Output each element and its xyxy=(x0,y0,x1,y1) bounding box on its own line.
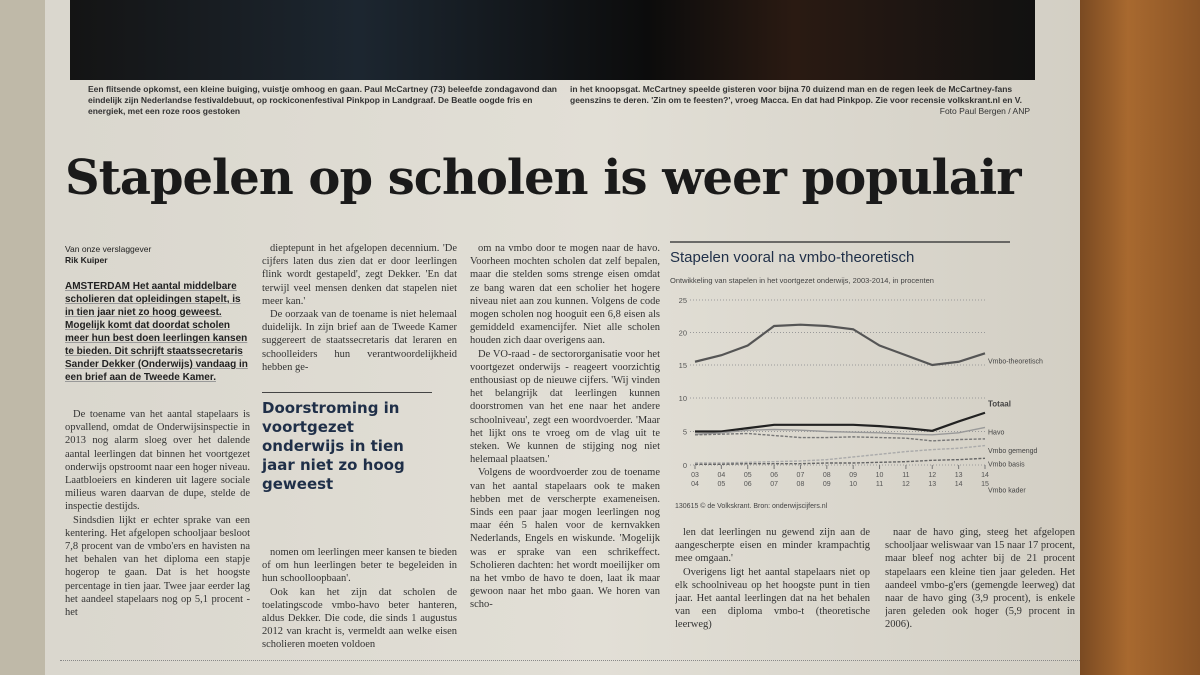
photo-credit: Foto Paul Bergen / ANP xyxy=(939,106,1030,116)
table-surface xyxy=(1080,0,1200,675)
paragraph: De oorzaak van de toename is niet helema… xyxy=(262,309,457,373)
x-tick-label: 14 xyxy=(955,481,963,488)
series-label: Totaal xyxy=(988,400,1011,409)
text-column: naar de havo ging, steeg het afgelopen s… xyxy=(885,526,1075,654)
x-tick-label: 03 xyxy=(691,472,699,479)
dateline: AMSTERDAM xyxy=(65,281,130,292)
paragraph: nomen om leerlingen meer kansen te biede… xyxy=(262,547,457,585)
x-tick-label: 06 xyxy=(770,472,778,479)
background-edge xyxy=(0,0,45,675)
series-line xyxy=(694,432,986,442)
text-column: len dat leerlingen nu gewend zijn aan de… xyxy=(675,526,870,654)
paragraph: Ook kan het zijn dat scholen de toelatin… xyxy=(262,586,457,651)
chart-subtitle: Ontwikkeling van stapelen in het voortge… xyxy=(670,276,934,285)
y-tick-label: 15 xyxy=(679,361,687,370)
x-tick-label: 05 xyxy=(717,481,725,488)
y-tick-label: 0 xyxy=(683,461,687,470)
x-tick-label: 12 xyxy=(902,481,910,488)
x-tick-label: 13 xyxy=(955,472,963,479)
series-label: Vmbo kader xyxy=(988,487,1026,494)
series-line xyxy=(694,426,986,436)
x-tick-label: 11 xyxy=(876,481,883,488)
x-tick-label: 12 xyxy=(928,472,936,479)
y-tick-label: 25 xyxy=(679,296,687,305)
x-tick-label: 05 xyxy=(744,472,752,479)
x-tick-label: 07 xyxy=(797,472,805,479)
x-tick-label: 07 xyxy=(770,481,778,488)
text-column: nomen om leerlingen meer kansen te biede… xyxy=(262,546,457,656)
paragraph: De VO-raad - de sectororganisatie voor h… xyxy=(470,348,660,466)
series-label: Vmbo basis xyxy=(988,462,1025,469)
x-tick-label: 10 xyxy=(849,481,857,488)
series-line xyxy=(695,457,986,466)
byline-author: Rik Kuiper xyxy=(65,255,108,265)
text-column: om na vmbo door te mogen naar de havo. V… xyxy=(470,242,660,654)
series-line xyxy=(695,411,986,433)
lead-text: Het aantal middelbare scholieren dat opl… xyxy=(65,281,248,383)
rule xyxy=(60,660,1080,661)
series-line xyxy=(694,323,986,367)
paragraph: Sindsdien lijkt er echter sprake van een… xyxy=(65,514,250,619)
series-label: Havo xyxy=(988,429,1004,436)
chart: Stapelen vooral na vmbo-theoretisch Ontw… xyxy=(670,241,1043,510)
chart-source: 130615 © de Volkskrant. Bron: onderwijsc… xyxy=(675,502,828,510)
photo xyxy=(70,0,1035,80)
headline: Stapelen op scholen is weer populair xyxy=(65,150,1022,206)
x-tick-label: 06 xyxy=(744,481,752,488)
paragraph: Volgens de woordvoerder zou de toename v… xyxy=(470,467,660,611)
series-label: Vmbo gemengd xyxy=(988,448,1038,455)
x-tick-label: 09 xyxy=(823,481,831,488)
photo-caption: Een flitsende opkomst, een kleine buigin… xyxy=(88,84,557,116)
y-tick-label: 20 xyxy=(679,329,687,338)
text-column: De toename van het aantal stapelaars is … xyxy=(65,408,250,653)
x-tick-label: 08 xyxy=(797,481,805,488)
x-tick-label: 15 xyxy=(981,481,989,488)
caption-text: in het knoopsgat. McCartney speelde gist… xyxy=(570,84,1022,105)
series-label: Vmbo-theoretisch xyxy=(988,358,1043,365)
y-tick-label: 10 xyxy=(679,394,687,403)
x-tick-label: 10 xyxy=(876,472,884,479)
photo-caption: in het knoopsgat. McCartney speelde gist… xyxy=(570,84,1030,117)
paragraph: Overigens ligt het aantal stapelaars nie… xyxy=(675,566,870,631)
paragraph: dieptepunt in het afgelopen decennium. '… xyxy=(262,243,457,307)
x-tick-label: 13 xyxy=(928,481,936,488)
lead: AMSTERDAM Het aantal middelbare scholier… xyxy=(65,280,250,384)
pull-quote: Doorstroming in voortgezet onderwijs in … xyxy=(262,392,432,494)
x-tick-label: 14 xyxy=(981,472,989,479)
chart-title: Stapelen vooral na vmbo-theoretisch xyxy=(670,249,914,266)
x-tick-label: 09 xyxy=(849,472,857,479)
x-tick-label: 08 xyxy=(823,472,831,479)
paragraph: om na vmbo door te mogen naar de havo. V… xyxy=(470,243,660,347)
x-tick-label: 11 xyxy=(902,472,909,479)
x-tick-label: 04 xyxy=(717,472,725,479)
paragraph: naar de havo ging, steeg het afgelopen s… xyxy=(885,527,1075,631)
paragraph: len dat leerlingen nu gewend zijn aan de… xyxy=(675,527,870,565)
x-tick-label: 04 xyxy=(691,481,699,488)
byline: Van onze verslaggever Rik Kuiper xyxy=(65,244,151,266)
paragraph: De toename van het aantal stapelaars is … xyxy=(65,409,250,513)
text-column: dieptepunt in het afgelopen decennium. '… xyxy=(262,242,457,382)
series-line xyxy=(695,444,986,464)
y-tick-label: 5 xyxy=(683,428,687,437)
byline-label: Van onze verslaggever xyxy=(65,244,152,254)
